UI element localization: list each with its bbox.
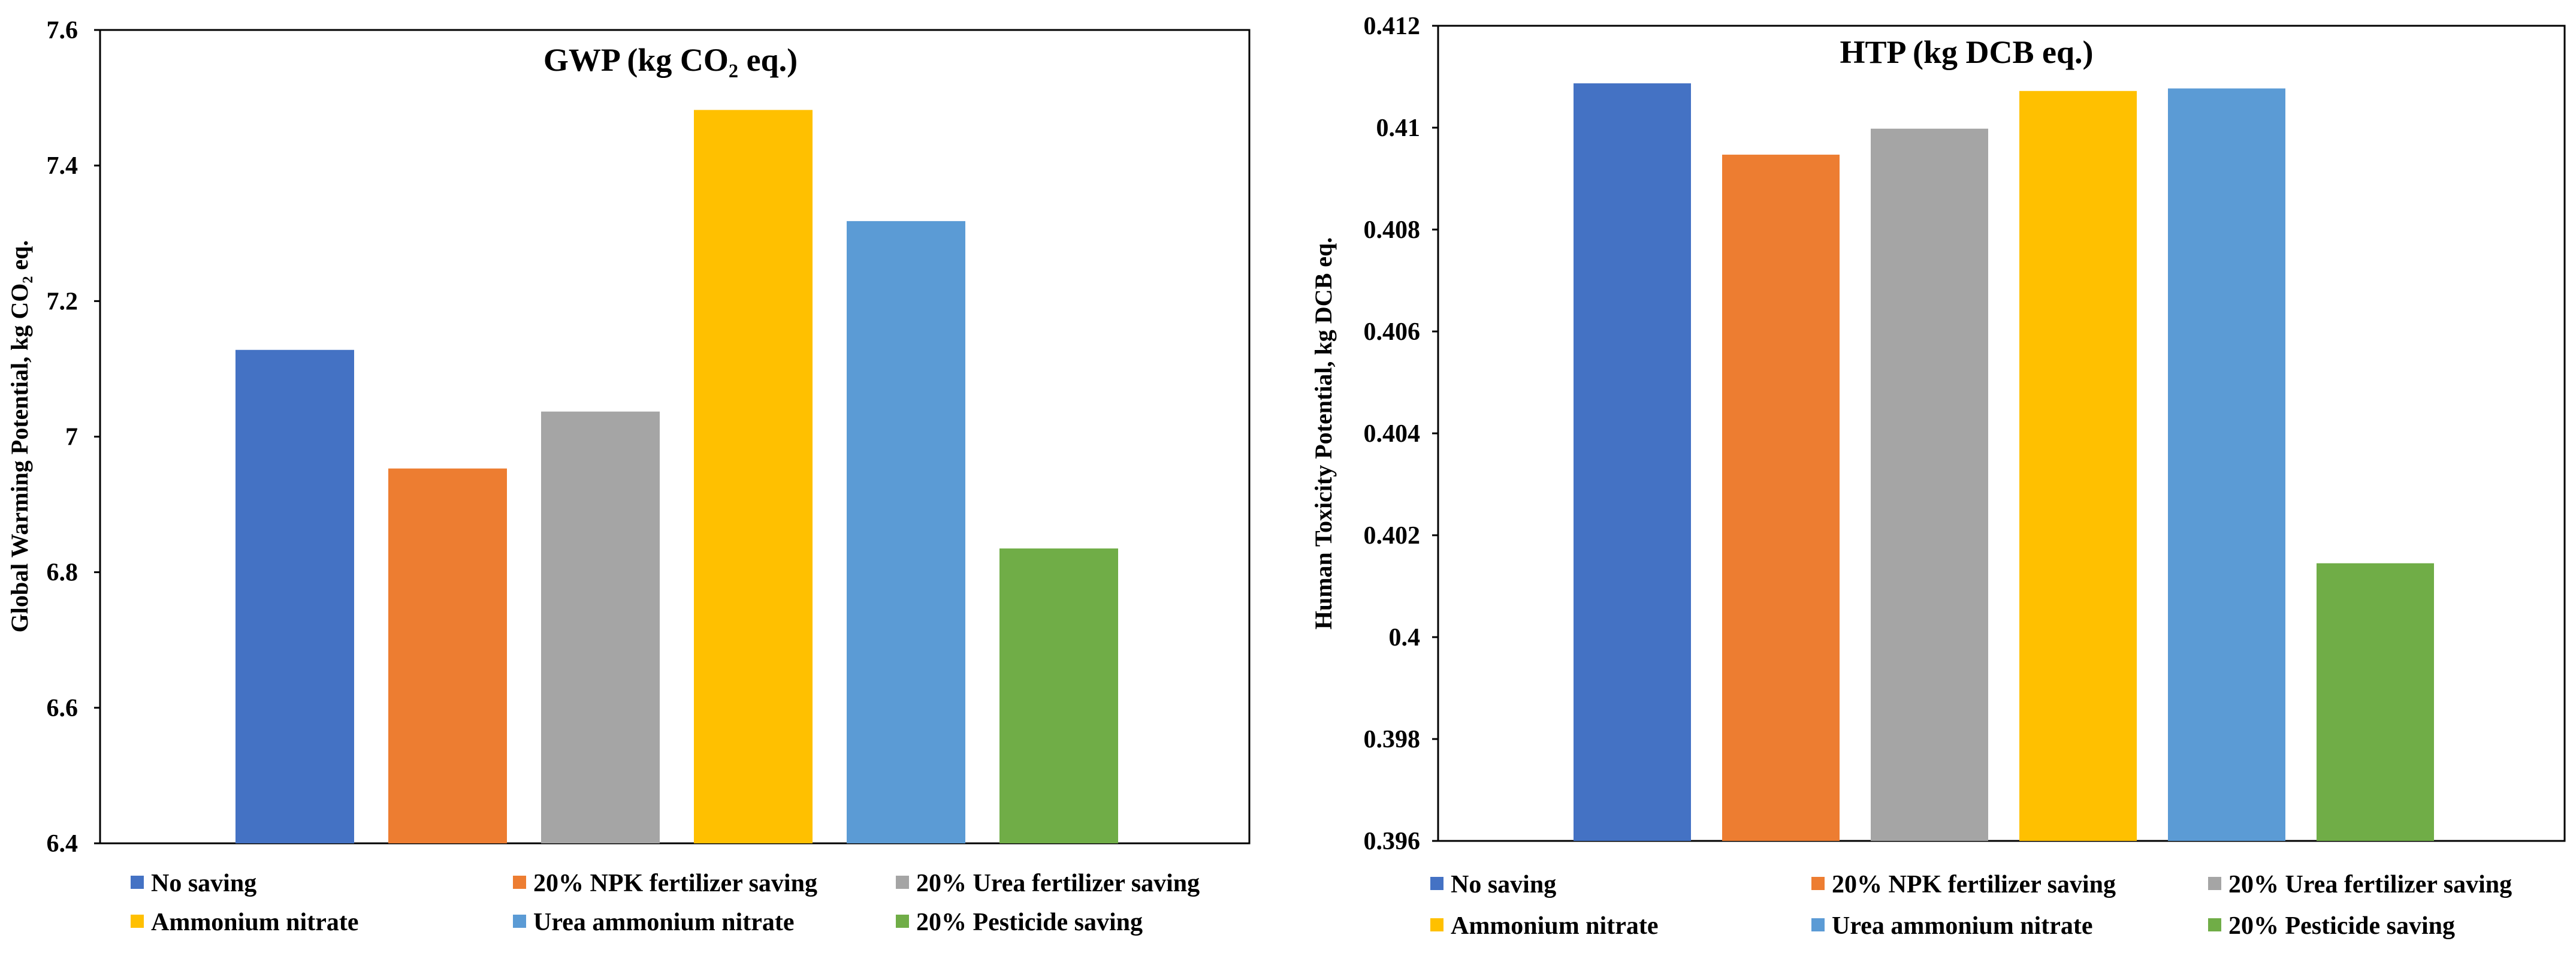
- y-tick-label: 6.6: [47, 695, 78, 722]
- chart-1: 6.4 6.6 6.8 7 7.2 7.4 7.6 GWP (kg CO₂ eq.) Globa…: [6, 17, 1251, 936]
- bar-5: [2168, 88, 2285, 841]
- legend-label-1: No saving: [151, 870, 256, 897]
- legend-swatch-4: [131, 915, 144, 928]
- bar-2: [1722, 155, 1840, 841]
- y-tick-label: 7.2: [47, 288, 78, 315]
- legend-swatch-5: [1811, 918, 1825, 931]
- legend-label-5: Urea ammonium nitrate: [1832, 912, 2092, 940]
- legend-swatch-6: [2208, 918, 2221, 931]
- y-axis-label: Human Toxicity Potential, kg DCB eq.: [1310, 237, 1337, 630]
- legend-swatch-2: [1811, 877, 1825, 890]
- legend-label-1: No saving: [1451, 871, 1556, 898]
- bar-6: [2317, 563, 2434, 841]
- legend-swatch-3: [896, 876, 909, 889]
- bar-3: [1871, 128, 1988, 842]
- y-tick-label: 0.408: [1364, 216, 1421, 244]
- y-tick-label: 0.396: [1364, 828, 1421, 855]
- y-tick-label: 6.8: [47, 559, 78, 587]
- y-tick-label: 7.4: [47, 152, 78, 180]
- legend-swatch-6: [896, 915, 909, 928]
- legend-label-2: 20% NPK fertilizer saving: [1832, 871, 2116, 898]
- bar-6: [999, 548, 1118, 843]
- y-tick-label: 0.404: [1364, 420, 1421, 448]
- y-tick-label: 0.412: [1364, 13, 1421, 40]
- legend-label-3: 20% Urea fertilizer saving: [2228, 871, 2512, 898]
- y-tick-label: 0.4: [1389, 624, 1421, 652]
- legend-label-5: Urea ammonium nitrate: [533, 909, 794, 936]
- legend-swatch-4: [1430, 918, 1443, 931]
- legend-label-6: 20% Pesticide saving: [916, 909, 1143, 936]
- y-tick-label: 0.398: [1364, 726, 1421, 753]
- y-tick-label: 0.406: [1364, 318, 1421, 346]
- chart-title: GWP (kg CO₂ eq.): [543, 42, 798, 78]
- bar-4: [2019, 91, 2137, 841]
- y-tick-label: 6.4: [47, 830, 78, 858]
- legend-label-3: 20% Urea fertilizer saving: [916, 870, 1200, 897]
- bar-4: [694, 110, 813, 843]
- chart-2: 0.396 0.398 0.4 0.402 0.404 0.406 0.408 0.41 0.4…: [1310, 13, 2566, 940]
- bar-1: [1574, 83, 1691, 841]
- y-tick-label: 0.402: [1364, 522, 1421, 550]
- bar-2: [388, 468, 507, 843]
- legend-label-6: 20% Pesticide saving: [2228, 912, 2455, 940]
- y-tick-label: 0.41: [1376, 114, 1421, 142]
- legend-swatch-1: [1430, 877, 1443, 890]
- legend-label-2: 20% NPK fertilizer saving: [533, 870, 817, 897]
- y-tick-label: 7.6: [47, 17, 78, 44]
- legend-swatch-5: [513, 915, 526, 928]
- legend-swatch-3: [2208, 877, 2221, 890]
- bar-1: [235, 349, 354, 843]
- chart-title: HTP (kg DCB eq.): [1840, 34, 2093, 70]
- legend-label-4: Ammonium nitrate: [151, 909, 358, 936]
- bar-3: [541, 411, 660, 843]
- y-axis-label: Global Warming Potential, kg CO₂ eq.: [6, 240, 33, 633]
- y-tick-label: 7: [65, 424, 78, 451]
- legend-swatch-2: [513, 876, 526, 889]
- legend-swatch-1: [131, 876, 144, 889]
- bar-5: [847, 221, 965, 843]
- legend-label-4: Ammonium nitrate: [1451, 912, 1658, 940]
